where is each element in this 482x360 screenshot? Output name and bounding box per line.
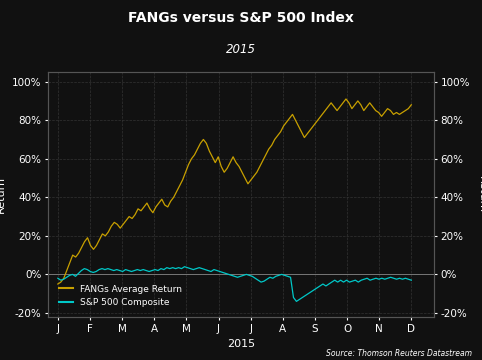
Y-axis label: Return: Return [477, 176, 482, 213]
Text: Source: Thomson Reuters Datastream: Source: Thomson Reuters Datastream [326, 349, 472, 358]
Text: FANGs versus S&P 500 Index: FANGs versus S&P 500 Index [128, 11, 354, 25]
Y-axis label: Return: Return [0, 176, 6, 213]
Legend: FANGs Average Return, S&P 500 Composite: FANGs Average Return, S&P 500 Composite [56, 282, 185, 310]
X-axis label: 2015: 2015 [227, 339, 255, 349]
Text: 2015: 2015 [226, 43, 256, 56]
